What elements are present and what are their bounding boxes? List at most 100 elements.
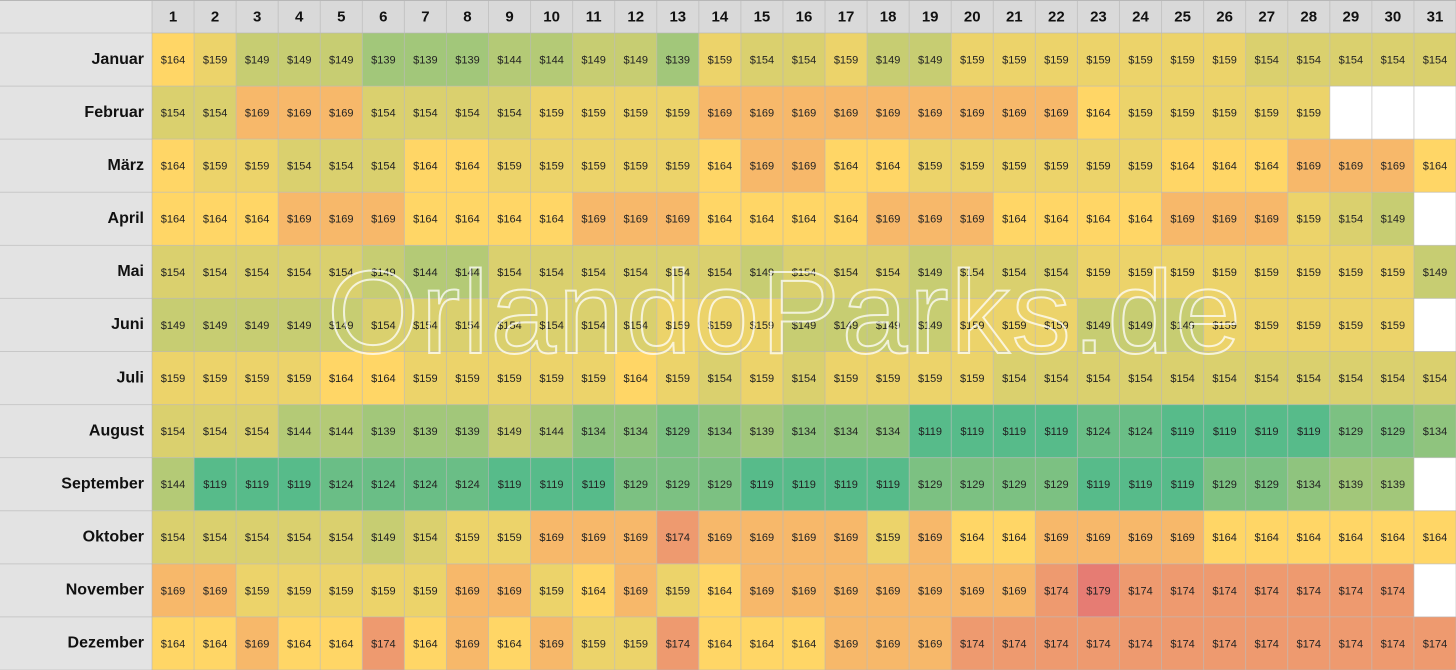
cell-label: $169 (708, 108, 732, 120)
cell (194, 86, 237, 140)
cell (1035, 510, 1078, 564)
cell (1161, 298, 1204, 352)
cell-label: $154 (1128, 373, 1152, 385)
cell-label: $149 (623, 54, 647, 66)
cell (278, 245, 321, 299)
cell-label: $154 (1254, 373, 1278, 385)
column-label: 12 (627, 8, 644, 25)
cell-label: $144 (287, 426, 311, 438)
cell-label: $154 (371, 161, 395, 173)
cell-label: $139 (413, 426, 437, 438)
cell-label: $169 (287, 214, 311, 226)
cell (362, 510, 405, 564)
cell-label: $149 (581, 54, 605, 66)
cell-label: $159 (581, 108, 605, 120)
cell-label: $154 (1044, 373, 1068, 385)
cell (656, 139, 699, 193)
cell (993, 245, 1036, 299)
cell-label: $164 (876, 161, 900, 173)
cell (1287, 616, 1330, 670)
cell-label: $154 (203, 532, 227, 544)
column-label: 19 (922, 8, 939, 25)
cell (1119, 404, 1162, 458)
cell (867, 86, 910, 140)
cell (446, 457, 489, 511)
cell-label: $159 (245, 585, 269, 597)
cell-label: $144 (497, 54, 521, 66)
cell-label: $129 (918, 479, 942, 491)
cell-label: $154 (1212, 373, 1236, 385)
cell (1329, 616, 1372, 670)
cell (488, 351, 531, 405)
cell (530, 351, 573, 405)
cell (362, 616, 405, 670)
cell-label: $134 (834, 426, 858, 438)
cell (909, 616, 952, 670)
cell-label: $154 (1002, 267, 1026, 279)
cell (825, 616, 868, 670)
cell (909, 192, 952, 246)
cell (530, 510, 573, 564)
cell (993, 139, 1036, 193)
cell (867, 563, 910, 617)
cell (951, 616, 994, 670)
cell-label: $169 (960, 108, 984, 120)
cell-label: $119 (834, 479, 858, 491)
cell (740, 616, 783, 670)
cell (782, 298, 826, 352)
cell (530, 192, 573, 246)
cell-label: $119 (1045, 426, 1069, 438)
cell-label: $169 (960, 585, 984, 597)
cell (951, 457, 994, 511)
cell-label: $169 (581, 214, 605, 226)
cell-label: $159 (623, 161, 647, 173)
cell-label: $159 (708, 320, 732, 332)
cell-label: $164 (792, 638, 816, 650)
cell-label: $154 (1170, 373, 1194, 385)
cell-label: $159 (1297, 214, 1321, 226)
cell-label: $164 (371, 373, 395, 385)
cell (993, 563, 1036, 617)
cell (152, 457, 195, 511)
cell-label: $164 (161, 638, 185, 650)
cell (1077, 86, 1120, 140)
cell (152, 33, 195, 87)
cell (1119, 457, 1162, 511)
cell-label: $144 (413, 267, 437, 279)
cell-label: $159 (960, 373, 984, 385)
cell-label: $124 (371, 479, 395, 491)
cell-label: $154 (245, 426, 269, 438)
cell (825, 192, 868, 246)
cell (530, 139, 573, 193)
cell (993, 616, 1036, 670)
column-label: 1 (169, 8, 177, 25)
cell (782, 563, 826, 617)
cell (1119, 192, 1162, 246)
cell (194, 192, 237, 246)
cell (698, 616, 741, 670)
cell-label: $154 (792, 54, 816, 66)
cell (1035, 298, 1078, 352)
cell (236, 139, 279, 193)
column-label: 23 (1090, 8, 1107, 25)
cell (194, 616, 237, 670)
cell (656, 298, 699, 352)
cell (909, 404, 952, 458)
column-label: 9 (505, 8, 513, 25)
cell-label: $164 (750, 214, 774, 226)
cell-label: $169 (1002, 585, 1026, 597)
cell-label: $159 (876, 532, 900, 544)
cell (825, 510, 868, 564)
cell (909, 457, 952, 511)
cell (446, 139, 489, 193)
cell (572, 86, 615, 140)
cell (740, 351, 783, 405)
cell (614, 298, 657, 352)
cell (993, 351, 1036, 405)
cell-label: $134 (581, 426, 605, 438)
cell-label: $154 (1254, 54, 1278, 66)
cell (1203, 457, 1246, 511)
cell-label: $169 (1002, 108, 1026, 120)
cell (236, 616, 279, 670)
cell-label: $119 (1129, 479, 1153, 491)
